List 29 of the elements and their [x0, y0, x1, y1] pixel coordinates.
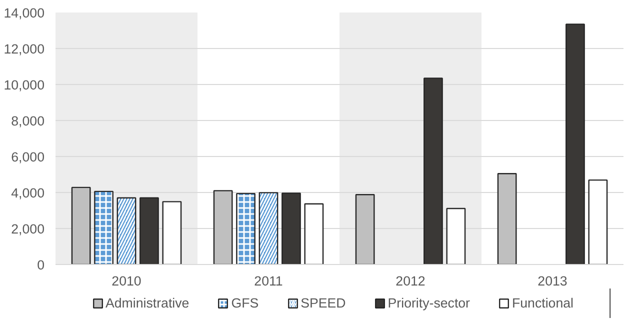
y-tick-label: 10,000 [4, 78, 44, 92]
legend-label: Administrative [106, 296, 190, 310]
x-tick-label: 2011 [254, 274, 283, 288]
bar [446, 208, 466, 264]
y-tick-label: 2,000 [11, 222, 45, 236]
y-tick-label: 14,000 [4, 6, 44, 20]
bar [71, 186, 91, 264]
bar [355, 194, 375, 264]
y-tick-label: 12,000 [4, 42, 44, 56]
legend-label: Priority-sector [388, 296, 470, 310]
y-tick-label: 8,000 [11, 114, 45, 128]
bar [282, 192, 301, 264]
y-tick-label: 6,000 [11, 150, 45, 164]
bar [140, 197, 159, 264]
legend-label: SPEED [300, 296, 346, 310]
legend-label: GFS [231, 296, 259, 310]
x-tick-label: 2012 [396, 274, 426, 288]
y-tick-label: 4,000 [11, 186, 45, 200]
bar [424, 78, 443, 264]
bar [588, 179, 608, 264]
x-tick-label: 2013 [538, 274, 568, 288]
bar [213, 190, 233, 264]
bar [304, 203, 324, 264]
bar [162, 201, 182, 264]
x-tick-label: 2010 [112, 274, 142, 288]
legend-label: Functional [512, 296, 574, 310]
bar [566, 24, 585, 264]
bar [497, 173, 517, 264]
y-tick-label: 0 [37, 258, 45, 272]
